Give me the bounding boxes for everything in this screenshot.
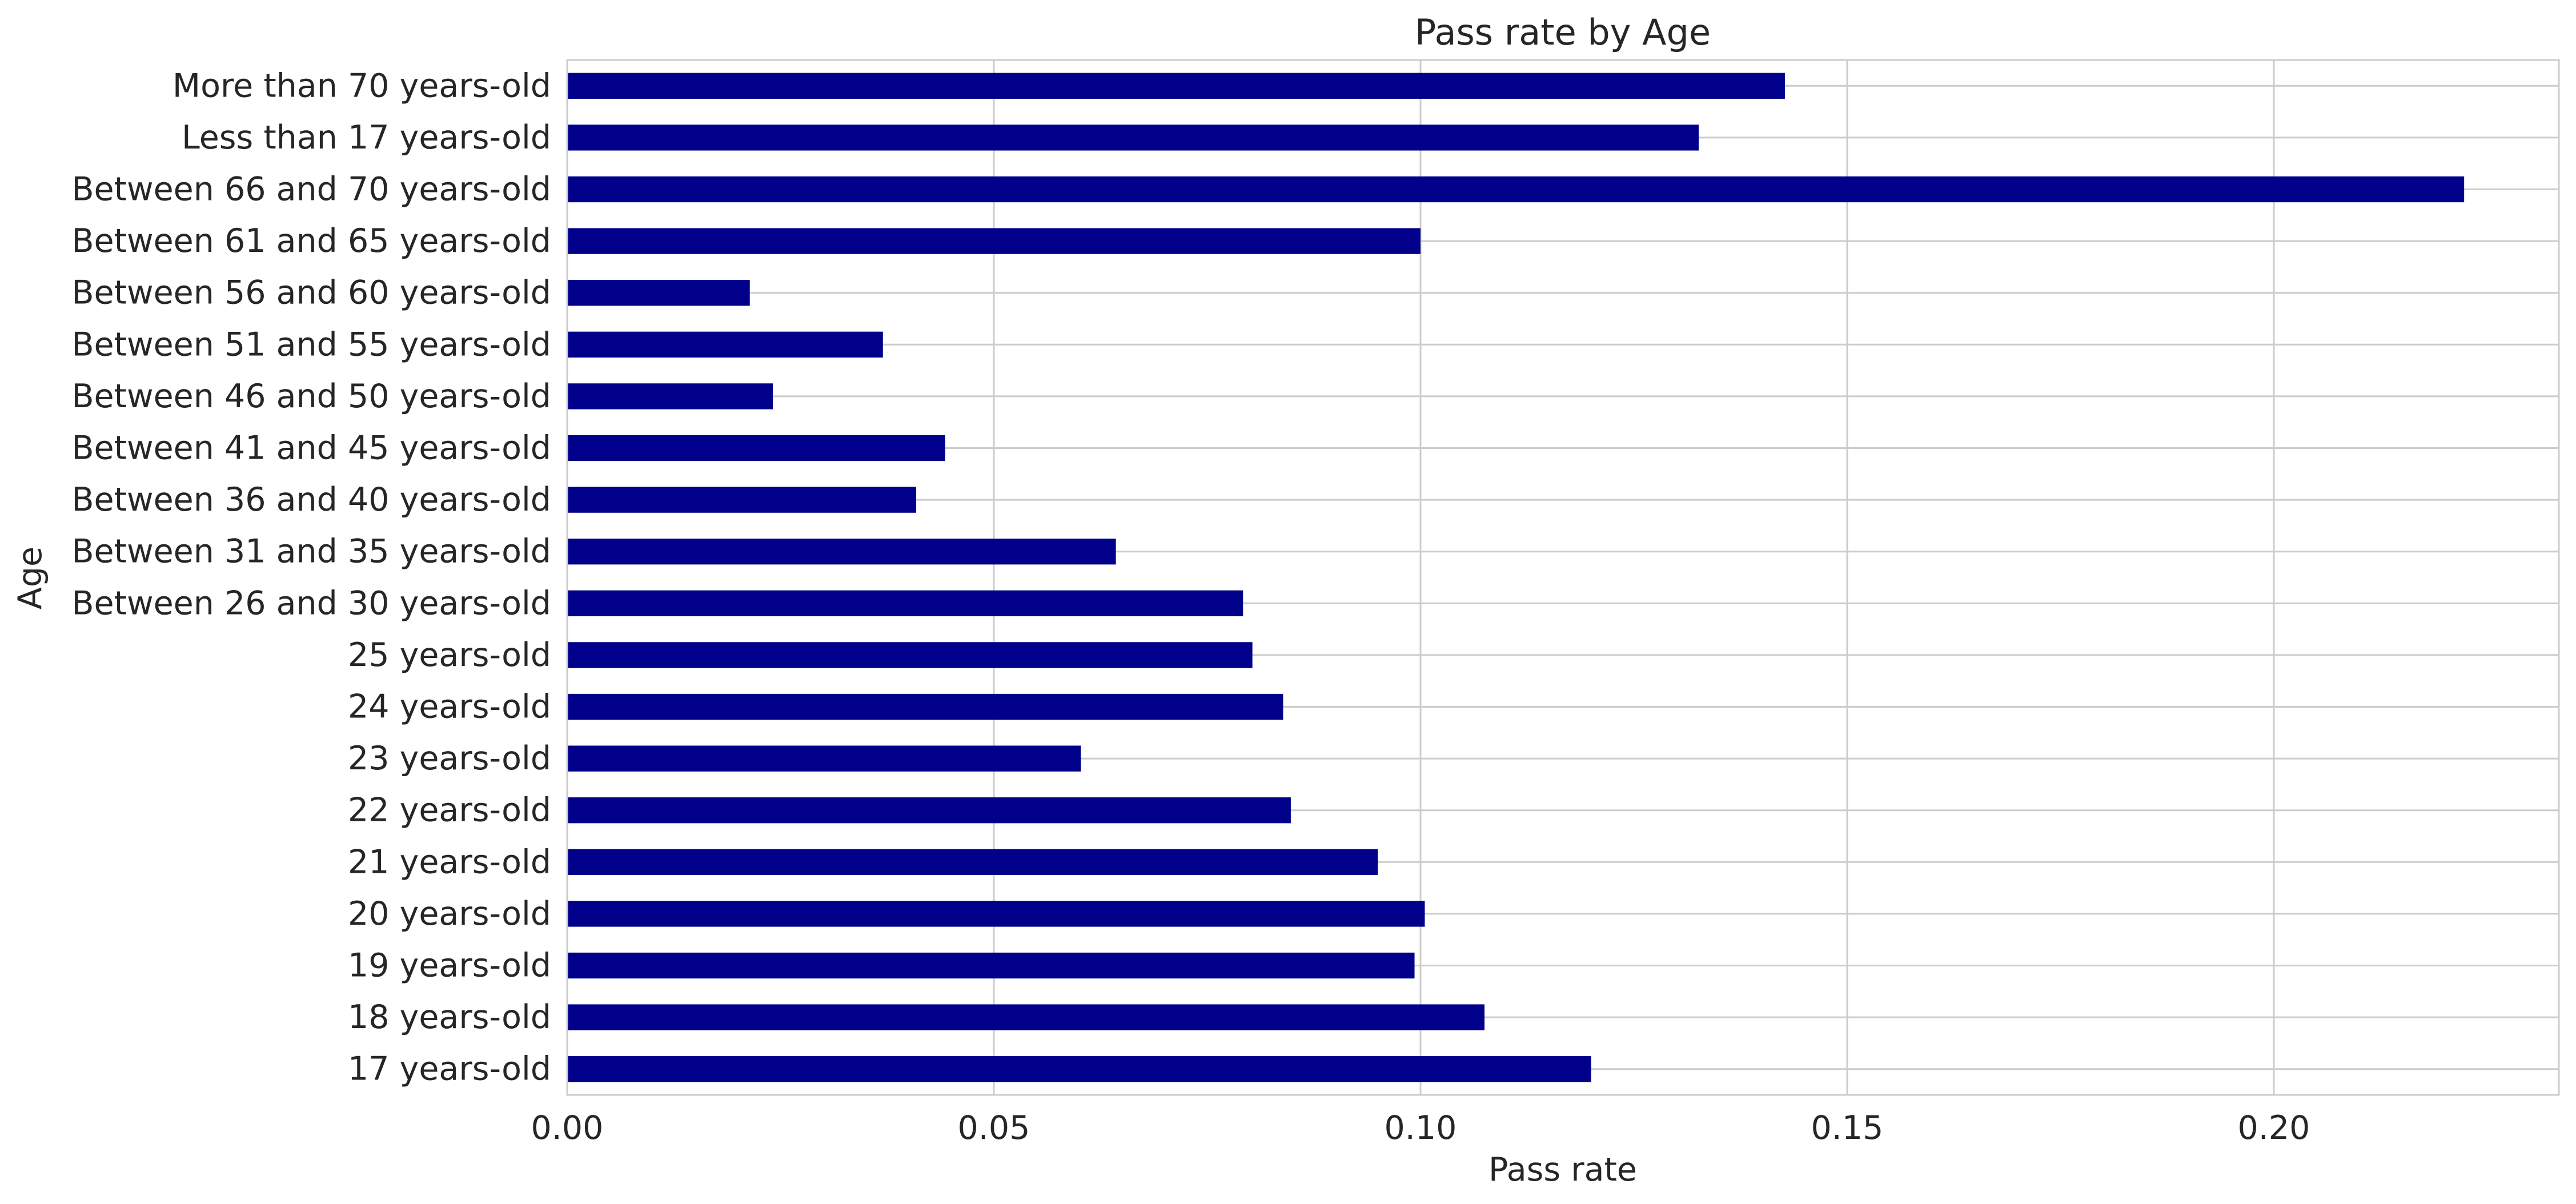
tick-layer: 0.00 0.05 0.10 0.15 0.20 17 years-old 18 years… (71, 67, 2310, 1147)
bar (567, 73, 1785, 99)
bar (567, 539, 1116, 565)
bar (567, 487, 917, 513)
bar (567, 176, 2465, 203)
bar (567, 849, 1378, 875)
y-tick-label: Between 61 and 65 years-old (71, 222, 551, 260)
bar (567, 331, 883, 358)
bar (567, 383, 773, 410)
x-tick-label: 0.05 (958, 1109, 1030, 1147)
y-tick-label: 23 years-old (348, 740, 551, 777)
y-tick-label: Less than 17 years-old (182, 119, 551, 156)
bar (567, 1056, 1591, 1082)
y-tick-label: 19 years-old (348, 947, 551, 985)
bar (567, 125, 1699, 151)
x-axis-label: Pass rate (1488, 1151, 1637, 1189)
plot-frame (566, 59, 2560, 1096)
y-tick-label: 21 years-old (348, 843, 551, 881)
x-tick-label: 0.00 (531, 1109, 604, 1147)
x-tick-label: 0.20 (2238, 1109, 2310, 1147)
y-tick-label: Between 46 and 50 years-old (71, 378, 551, 415)
bar (567, 228, 1421, 254)
y-tick-label: Between 26 and 30 years-old (71, 584, 551, 622)
chart-title: Pass rate by Age (1415, 11, 1711, 53)
y-tick-label: Between 36 and 40 years-old (71, 481, 551, 519)
y-tick-label: 18 years-old (348, 998, 551, 1036)
bar (567, 797, 1291, 824)
bar (567, 693, 1283, 720)
y-tick-label: Between 66 and 70 years-old (71, 171, 551, 208)
bar (567, 901, 1425, 927)
y-tick-label: Between 51 and 55 years-old (71, 326, 551, 363)
y-tick-label: 20 years-old (348, 895, 551, 933)
y-tick-label: 17 years-old (348, 1050, 551, 1088)
bar (567, 642, 1253, 668)
bar (567, 1004, 1485, 1030)
y-tick-label: Between 41 and 45 years-old (71, 430, 551, 467)
y-tick-label: 22 years-old (348, 792, 551, 829)
bar (567, 745, 1081, 772)
y-tick-label: 24 years-old (348, 688, 551, 726)
bar (567, 280, 750, 306)
x-tick-label: 0.15 (1811, 1109, 1884, 1147)
x-tick-label: 0.10 (1385, 1109, 1457, 1147)
bar (567, 952, 1415, 979)
y-tick-label: 25 years-old (348, 636, 551, 674)
bar (567, 590, 1243, 616)
y-tick-label: More than 70 years-old (172, 67, 551, 105)
bar-layer (567, 73, 2465, 1082)
y-tick-label: Between 56 and 60 years-old (71, 274, 551, 312)
y-axis-label: Age (11, 547, 49, 609)
y-tick-label: Between 31 and 35 years-old (71, 533, 551, 571)
bar (567, 435, 945, 461)
grid-layer (566, 60, 2559, 1095)
